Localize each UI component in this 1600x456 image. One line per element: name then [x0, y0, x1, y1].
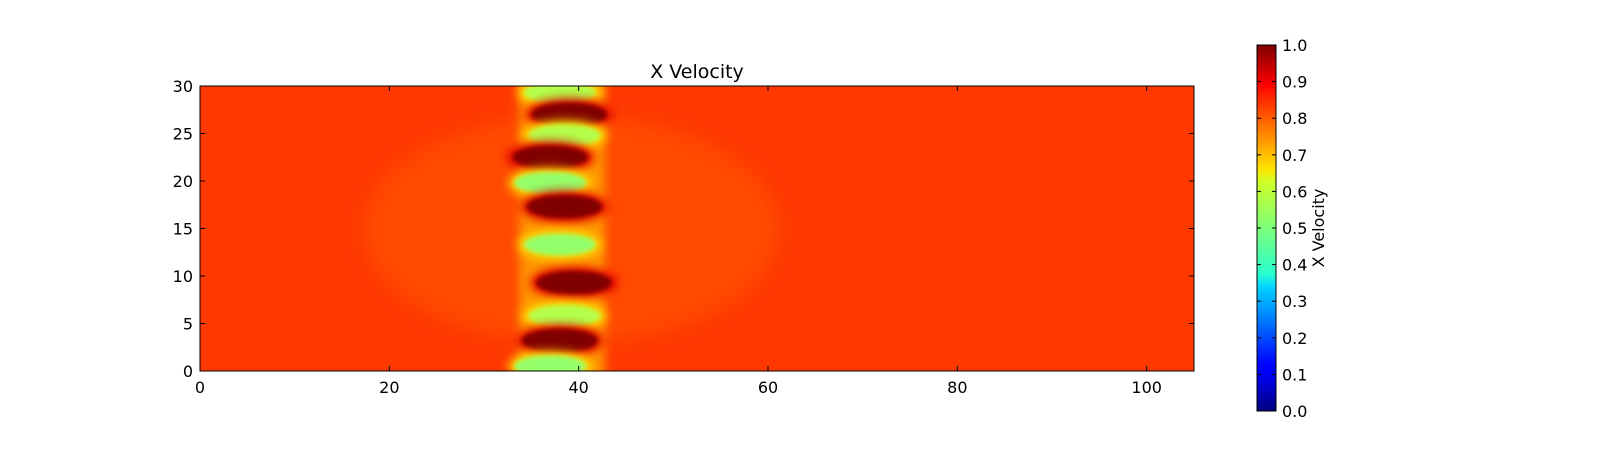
- low-velocity-core-8: [528, 304, 601, 327]
- chart-title: X Velocity: [650, 61, 744, 83]
- colorbar-label: X Velocity: [1309, 189, 1328, 268]
- velocity-feature-layer: [506, 86, 618, 371]
- x-axis: 0 20 40 60 80 100: [195, 86, 1162, 397]
- low-velocity-core-4: [514, 171, 587, 194]
- high-velocity-core-5: [526, 194, 603, 219]
- colorbar-tick-label: 1.0: [1282, 36, 1307, 55]
- y-tick-label: 0: [183, 362, 193, 381]
- y-tick-label: 5: [183, 315, 193, 334]
- high-velocity-core-1: [531, 102, 608, 127]
- y-tick-label: 25: [173, 125, 193, 144]
- high-velocity-core-7: [536, 270, 612, 295]
- x-tick-label: 80: [947, 378, 967, 397]
- y-tick-label: 15: [173, 220, 193, 239]
- colorbar-tick-label: 0.6: [1282, 182, 1307, 201]
- x-tick-label: 20: [379, 378, 399, 397]
- colorbar-tick-label: 0.7: [1282, 146, 1307, 165]
- y-tick-label: 30: [173, 77, 193, 96]
- high-velocity-core-9: [521, 328, 598, 353]
- colorbar-ticks: 0.0 0.1 0.2 0.3 0.4 0.5 0.6 0.7 0.8 0.9 1.0: [1257, 36, 1307, 421]
- colorbar: 0.0 0.1 0.2 0.3 0.4 0.5 0.6 0.7 0.8 0.9 1.0 X Velo…: [1256, 36, 1328, 421]
- x-tick-label: 0: [195, 378, 205, 397]
- colorbar-tick-label: 0.5: [1282, 219, 1307, 238]
- y-tick-label: 10: [173, 267, 193, 286]
- low-velocity-core-10: [514, 355, 587, 371]
- x-tick-label: 100: [1131, 378, 1162, 397]
- high-velocity-core-3: [512, 145, 589, 170]
- low-velocity-core-2: [528, 124, 601, 147]
- colorbar-tick-label: 0.2: [1282, 329, 1307, 348]
- colorbar-tick-label: 0.1: [1282, 365, 1307, 384]
- colorbar-tick-label: 0.4: [1282, 256, 1307, 275]
- colorbar-tick-label: 0.9: [1282, 73, 1307, 92]
- low-velocity-core-6: [523, 233, 596, 256]
- y-axis: 0 5 10 15 20 25 30: [173, 77, 1194, 381]
- colorbar-tick-label: 0.3: [1282, 292, 1307, 311]
- plot-area: [200, 86, 1194, 371]
- x-tick-label: 60: [758, 378, 778, 397]
- colorbar-tick-label: 0.0: [1282, 402, 1307, 421]
- y-tick-label: 20: [173, 172, 193, 191]
- x-tick-label: 40: [568, 378, 588, 397]
- colorbar-tick-label: 0.8: [1282, 109, 1307, 128]
